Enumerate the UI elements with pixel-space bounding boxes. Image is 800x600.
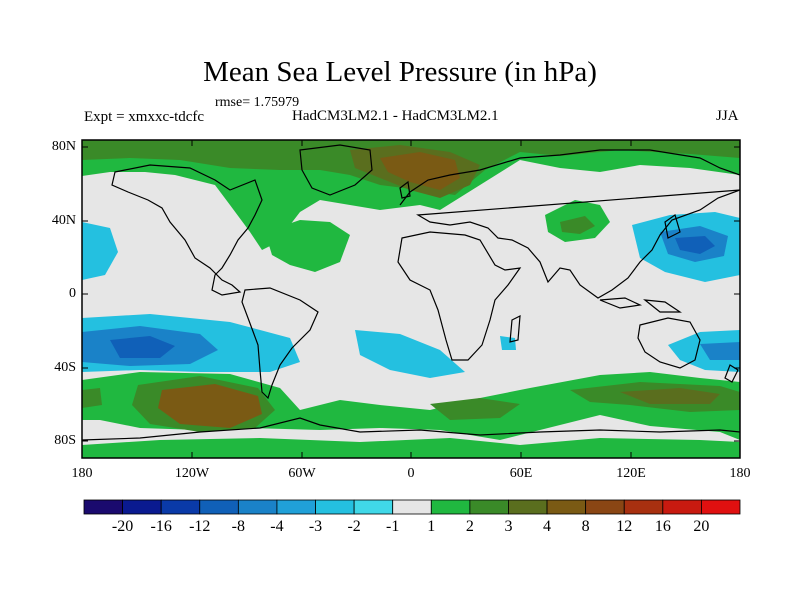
y-tick-label: 80N — [51, 139, 76, 154]
coastlines — [82, 144, 740, 441]
indian-ocean-negative — [500, 336, 516, 350]
y-tick-label: 40N — [51, 213, 76, 228]
colorbar-swatch — [122, 499, 162, 515]
colorbar-swatch — [315, 499, 355, 515]
colorbar-label: 8 — [581, 518, 590, 535]
colorbar-label: -16 — [150, 518, 172, 535]
greenland-coast — [299, 144, 373, 196]
colorbar-swatch — [392, 499, 432, 515]
colorbar-label: 4 — [543, 518, 552, 535]
colorbar-swatch — [469, 499, 509, 515]
colorbar-swatch — [546, 499, 587, 515]
sw-pacific-negative — [668, 330, 740, 372]
southern-ocean-max — [158, 384, 262, 428]
colorbar-label: 2 — [465, 518, 474, 535]
colorbar-label: -12 — [189, 518, 211, 535]
x-tick-label: 180 — [729, 466, 751, 481]
x-tick-label: 60W — [288, 466, 316, 481]
colorbar-swatch — [237, 499, 278, 515]
x-tick-label: 120E — [616, 466, 646, 481]
colorbar-label: -20 — [111, 518, 134, 535]
africa-coast — [397, 231, 522, 361]
y-tick-label: 40S — [54, 360, 76, 375]
x-tick-label: 120W — [174, 466, 210, 481]
antarctic-positive — [82, 438, 740, 458]
season-label: JJA — [716, 108, 739, 124]
colorbar-swatch — [701, 499, 741, 515]
colorbar-label: -1 — [386, 518, 400, 535]
experiment-label: Expt = xmxxc-tdcfc — [84, 109, 205, 125]
x-tick-label: 180 — [71, 466, 93, 481]
eurasia-coast — [399, 149, 740, 299]
rmse-label: rmse= 1.75979 — [215, 95, 300, 110]
colorbar-label: 16 — [654, 518, 671, 535]
colorbar-swatch — [199, 499, 239, 515]
colorbar-label: 12 — [616, 518, 633, 535]
south-america-coast — [241, 287, 319, 400]
north-america-coast — [111, 164, 263, 296]
sw-pacific-negative-core — [700, 342, 740, 360]
antarctica-coast — [82, 417, 740, 441]
x-tick-label: 60E — [509, 466, 533, 481]
madagascar-coast — [509, 314, 521, 343]
north-atlantic-positive — [265, 220, 350, 272]
colorbar-label: -2 — [347, 518, 361, 535]
colorbar-label: 3 — [504, 518, 513, 535]
colorbar-swatch — [508, 499, 548, 515]
southern-ocean-olive-east — [430, 398, 520, 420]
colorbar-swatch — [160, 499, 201, 515]
map-title: Mean Sea Level Pressure (in hPa) — [203, 56, 597, 88]
colorbar-swatch — [662, 499, 702, 515]
colorbar-swatch — [83, 499, 123, 515]
arctic-max-region — [380, 152, 460, 190]
southern-indian-max — [620, 388, 720, 404]
colorbar-swatch — [353, 499, 394, 515]
y-tick-label: 0 — [69, 286, 76, 301]
australia-coast — [637, 317, 701, 369]
axis-ticks — [81, 140, 741, 458]
indonesia-coast — [599, 297, 682, 313]
colorbar-label: 1 — [427, 518, 436, 535]
colorbar-label: 20 — [693, 518, 710, 535]
pacific-edge-positive — [82, 388, 102, 408]
south-atlantic-negative — [355, 330, 465, 378]
colorbar-label: -3 — [308, 518, 323, 535]
west-pacific-negative-center — [675, 236, 715, 254]
colorbar-swatch — [276, 499, 316, 515]
colorbar-label: -4 — [270, 518, 284, 535]
south-pacific-negative-center — [110, 336, 175, 358]
colorbar-swatch — [430, 499, 471, 515]
y-tick-label: 80S — [54, 433, 76, 448]
japan-coast — [664, 214, 681, 239]
central-asia-olive — [560, 216, 595, 234]
model-comparison-label: HadCM3LM2.1 - HadCM3LM2.1 — [292, 108, 499, 124]
uk-coast — [399, 180, 411, 199]
east-pacific-negative — [82, 222, 118, 280]
colorbar-swatch — [585, 499, 625, 515]
colorbar-label: -8 — [231, 518, 245, 535]
colorbar — [83, 499, 741, 515]
pressure-field — [82, 140, 740, 458]
colorbar-swatch — [623, 499, 664, 515]
x-tick-label: 0 — [407, 466, 415, 481]
